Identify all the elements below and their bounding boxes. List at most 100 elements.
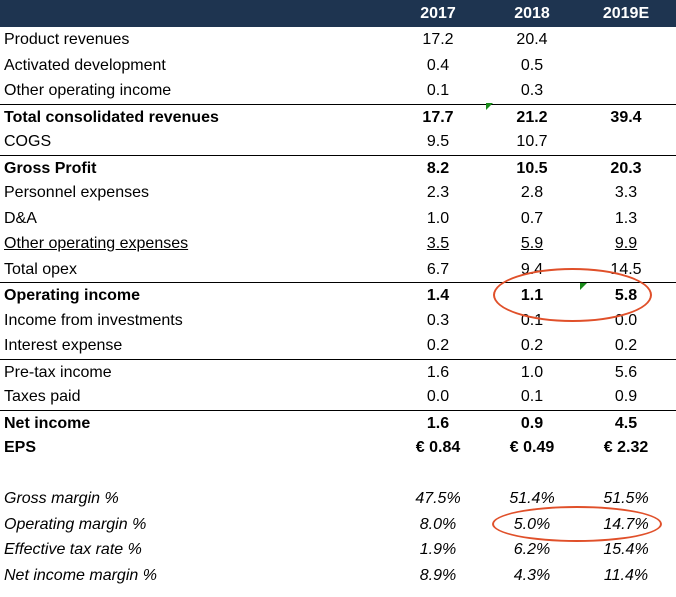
row-label: Activated development <box>4 56 166 74</box>
row-other-operating-income: Other operating income 0.1 0.3 <box>0 78 676 104</box>
cell-2019e: 11.4% <box>603 566 649 584</box>
cell-2018: 6.2% <box>513 541 551 558</box>
cell-2017: 8.2 <box>426 159 450 177</box>
year-header-2017: 2017 <box>420 5 456 22</box>
row-label: Income from investments <box>4 311 183 329</box>
row-cogs: COGS 9.5 10.7 <box>0 129 676 155</box>
cell-2018: 10.7 <box>516 133 548 150</box>
cell-2019e: 1.3 <box>614 209 638 227</box>
row-total-consolidated-revenues: Total consolidated revenues 17.7 21.2 39… <box>0 103 676 131</box>
row-da: D&A 1.0 0.7 1.3 <box>0 206 676 232</box>
cell-2019e <box>586 78 666 104</box>
cell-2018: 0.2 <box>520 337 544 354</box>
cell-2017: 2.3 <box>426 184 450 201</box>
cell-2019e: 0.9 <box>614 388 638 405</box>
cell-2019e: 5.6 <box>614 363 638 381</box>
cell-2017: 0.0 <box>426 388 450 405</box>
cell-2019e <box>586 27 666 53</box>
row-label: Pre-tax income <box>4 363 112 381</box>
cell-2019e: 39.4 <box>610 108 642 126</box>
row-label: D&A <box>4 209 37 227</box>
cell-2018: 5.9 <box>520 235 544 252</box>
cell-2019e <box>586 53 666 79</box>
cell-2018: 0.1 <box>520 388 544 405</box>
highlight-oval-operating-margin <box>492 506 662 542</box>
row-pre-tax-income: Pre-tax income 1.6 1.0 5.6 <box>0 358 676 386</box>
cell-2017: 8.9% <box>419 566 457 584</box>
row-label: EPS <box>4 439 37 456</box>
cell-2018: 20.4 <box>516 31 548 48</box>
row-product-revenues: Product revenues 17.2 20.4 <box>0 27 676 53</box>
row-label: Personnel expenses <box>4 184 149 201</box>
cell-2017: 1.6 <box>426 363 450 381</box>
cell-2017: 17.7 <box>422 108 454 126</box>
cell-2018: 0.7 <box>520 209 544 227</box>
cell-2017: 47.5% <box>415 490 461 507</box>
row-net-income: Net income 1.6 0.9 4.5 <box>0 409 676 437</box>
cell-2017: 1.9% <box>419 541 457 558</box>
table-header: 2017 2018 2019E <box>0 0 676 27</box>
cell-2018: 51.4% <box>509 490 555 507</box>
cell-2018: 10.5 <box>516 159 548 177</box>
row-label: Gross margin % <box>4 490 119 507</box>
row-label: Other operating income <box>4 82 172 99</box>
row-label: Interest expense <box>4 337 123 354</box>
row-label: Total consolidated revenues <box>4 108 219 126</box>
cell-2017: 1.4 <box>426 287 450 304</box>
cell-2018: 21.2 <box>516 108 548 126</box>
cell-2017: 6.7 <box>426 260 450 278</box>
row-effective-tax-rate: Effective tax rate % 1.9% 6.2% 15.4% <box>0 537 676 563</box>
cell-2018: 1.0 <box>520 363 544 381</box>
year-header-2019e: 2019E <box>602 5 650 22</box>
row-eps: EPS € 0.84 € 0.49 € 2.32 <box>0 435 676 461</box>
cell-2019e: 4.5 <box>614 414 638 432</box>
row-label: Effective tax rate % <box>4 541 142 558</box>
row-label: Operating income <box>4 287 141 304</box>
comment-marker-icon[interactable] <box>486 103 493 110</box>
cell-2017: 0.1 <box>426 82 450 99</box>
row-taxes-paid: Taxes paid 0.0 0.1 0.9 <box>0 384 676 410</box>
cell-2018: 0.5 <box>520 56 544 74</box>
cell-2018: 4.3% <box>513 566 551 584</box>
row-label: Taxes paid <box>4 388 81 405</box>
cell-2017: 0.4 <box>426 56 450 74</box>
row-gross-margin: Gross margin % 47.5% 51.4% 51.5% <box>0 486 676 512</box>
cell-2018: 2.8 <box>520 184 544 201</box>
row-label: Net income <box>4 414 91 432</box>
row-gross-profit: Gross Profit 8.2 10.5 20.3 <box>0 154 676 182</box>
row-other-operating-expenses: Other operating expenses 3.5 5.9 9.9 <box>0 231 676 257</box>
cell-2019e <box>586 129 666 155</box>
cell-2017: 0.3 <box>426 311 450 329</box>
cell-2017: 1.0 <box>426 209 450 227</box>
cell-2019e: 15.4% <box>603 541 649 558</box>
cell-2017: 8.0% <box>419 515 457 533</box>
row-activated-development: Activated development 0.4 0.5 <box>0 53 676 79</box>
row-interest-expense: Interest expense 0.2 0.2 0.2 <box>0 333 676 359</box>
year-header-2018: 2018 <box>514 5 550 22</box>
cell-2019e: 9.9 <box>614 235 638 252</box>
row-label: Gross Profit <box>4 159 97 177</box>
cell-2017: 9.5 <box>426 133 450 150</box>
row-label: Total opex <box>4 260 77 278</box>
cell-2018: 0.9 <box>520 414 544 432</box>
row-label: Operating margin % <box>4 515 147 533</box>
cell-2017: 0.2 <box>426 337 450 354</box>
cell-2019e: 3.3 <box>614 184 638 201</box>
row-label: COGS <box>4 133 52 150</box>
cell-2019e: 20.3 <box>610 159 642 177</box>
row-label: Product revenues <box>4 31 130 48</box>
cell-2017: € 0.84 <box>415 439 461 456</box>
cell-2019e: 0.2 <box>614 337 638 354</box>
row-label: Net income margin % <box>4 566 157 584</box>
cell-2017: 1.6 <box>426 414 450 432</box>
cell-2018: € 0.49 <box>509 439 555 456</box>
row-label: Other operating expenses <box>4 235 189 252</box>
row-personnel-expenses: Personnel expenses 2.3 2.8 3.3 <box>0 180 676 206</box>
cell-2017: 17.2 <box>422 31 454 48</box>
row-net-income-margin: Net income margin % 8.9% 4.3% 11.4% <box>0 563 676 589</box>
cell-2018: 0.3 <box>520 82 544 99</box>
cell-2019e: 51.5% <box>603 490 649 507</box>
highlight-oval-operating-income <box>493 268 652 322</box>
cell-2017: 3.5 <box>426 235 450 252</box>
cell-2019e: € 2.32 <box>603 439 649 456</box>
